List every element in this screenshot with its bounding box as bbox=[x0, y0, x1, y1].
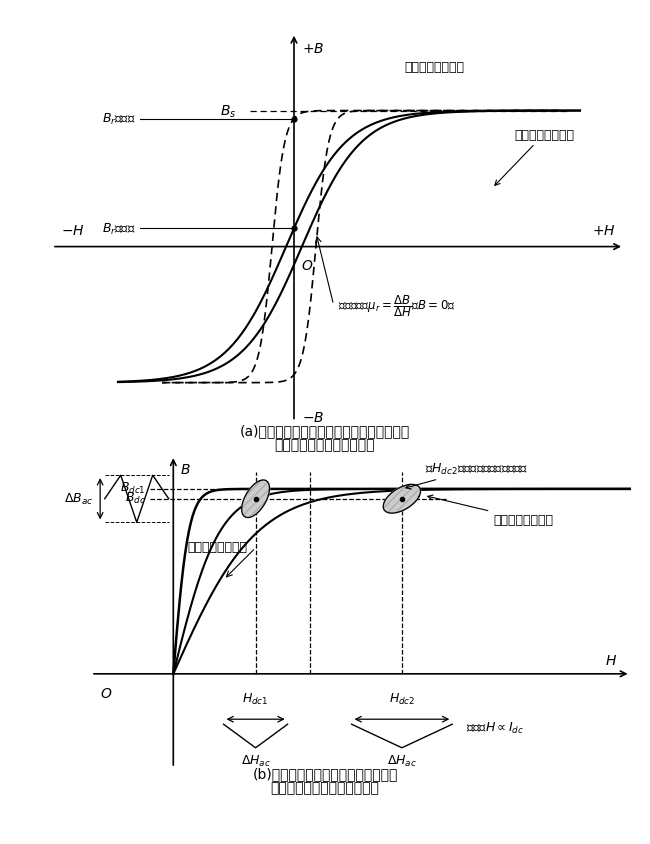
Text: 无气隙磁滞回线环: 无气隙磁滞回线环 bbox=[404, 61, 464, 74]
Text: $+H$: $+H$ bbox=[592, 224, 615, 238]
Text: 注意：$H\propto I_{dc}$: 注意：$H\propto I_{dc}$ bbox=[466, 720, 524, 735]
Text: $-H$: $-H$ bbox=[61, 224, 84, 238]
Text: 氧体变压器的总磁滞回线环: 氧体变压器的总磁滞回线环 bbox=[275, 437, 375, 452]
Text: $B_{dc}$: $B_{dc}$ bbox=[125, 490, 146, 505]
Text: $B_s$: $B_s$ bbox=[220, 103, 237, 120]
Text: (a)有气隙（实线）和无气隙（虚线）时，铁: (a)有气隙（实线）和无气隙（虚线）时，铁 bbox=[240, 424, 410, 438]
Text: 无气隙磁滞回线环: 无气隙磁滞回线环 bbox=[187, 540, 247, 553]
Text: $O$: $O$ bbox=[300, 259, 313, 273]
Text: $B_r$无气隙: $B_r$无气隙 bbox=[102, 112, 136, 127]
Text: $-B$: $-B$ bbox=[302, 410, 324, 425]
Text: $B$: $B$ bbox=[180, 463, 191, 477]
Text: (b)有无气隙时单端反激式转换器铁氧: (b)有无气隙时单端反激式转换器铁氧 bbox=[252, 766, 398, 781]
Text: 在$H_{dc2}$无气隙磁心已在此点饱和: 在$H_{dc2}$无气隙磁心已在此点饱和 bbox=[406, 462, 528, 490]
Polygon shape bbox=[242, 480, 270, 518]
Text: $\Delta H_{ac}$: $\Delta H_{ac}$ bbox=[240, 753, 270, 768]
Text: 有气隙磁滞回线环: 有气隙磁滞回线环 bbox=[495, 128, 574, 187]
Text: $\Delta B_{ac}$: $\Delta B_{ac}$ bbox=[64, 491, 94, 506]
Polygon shape bbox=[384, 484, 421, 513]
Text: $H_{dc1}$: $H_{dc1}$ bbox=[242, 690, 269, 706]
Text: $O$: $O$ bbox=[100, 686, 112, 700]
Text: $B_{dc1}$: $B_{dc1}$ bbox=[120, 480, 146, 495]
Text: 有效磁导率$\mu_r{=}\dfrac{\Delta B}{\Delta H}$在$B{=}0$时: 有效磁导率$\mu_r{=}\dfrac{\Delta B}{\Delta H}… bbox=[338, 293, 456, 318]
Polygon shape bbox=[242, 480, 270, 518]
Text: 体磁心第一象限的磁滞回线环: 体磁心第一象限的磁滞回线环 bbox=[270, 781, 380, 795]
Text: $\Delta H_{ac}$: $\Delta H_{ac}$ bbox=[387, 753, 417, 768]
Text: $+B$: $+B$ bbox=[302, 41, 324, 56]
Text: $H_{dc2}$: $H_{dc2}$ bbox=[389, 690, 415, 706]
Text: 有气隙磁滞回线环: 有气隙磁滞回线环 bbox=[428, 495, 553, 526]
Text: $H$: $H$ bbox=[604, 653, 617, 668]
Text: $B_r$有气隙: $B_r$有气隙 bbox=[102, 221, 136, 236]
Polygon shape bbox=[384, 484, 421, 513]
